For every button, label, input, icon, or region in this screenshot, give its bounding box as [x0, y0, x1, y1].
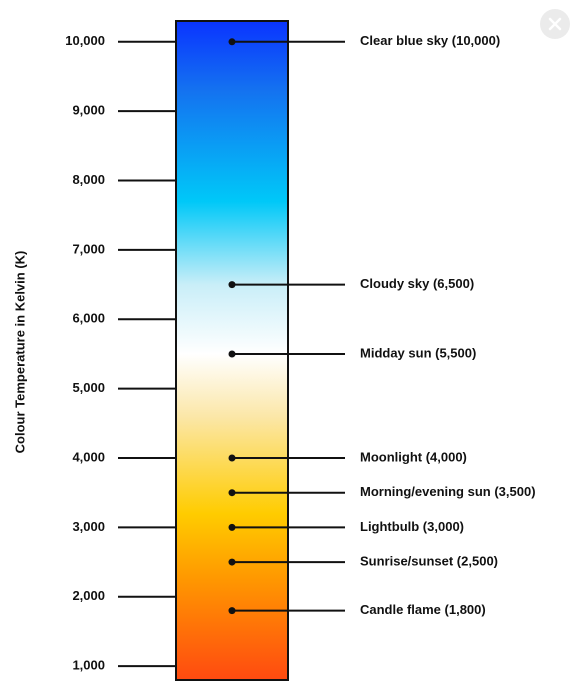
annotation-label: Morning/evening sun (3,500) — [360, 484, 536, 499]
close-button[interactable] — [540, 9, 570, 39]
annotation-label: Midday sun (5,500) — [360, 345, 476, 360]
y-axis-ticks: 1,000 2,000 3,000 4,000 5,000 6,000 7,000 8,000… — [65, 33, 176, 672]
annotation-label: Candle flame (1,800) — [360, 602, 486, 617]
tick-label: 4,000 — [72, 449, 105, 464]
tick-label: 5,000 — [72, 380, 105, 395]
annotation-label: Clear blue sky (10,000) — [360, 33, 500, 48]
tick-label: 2,000 — [72, 588, 105, 603]
y-axis-title: Colour Temperature in Kelvin (K) — [12, 251, 27, 454]
tick-label: 9,000 — [72, 103, 105, 118]
annotation-label: Sunrise/sunset (2,500) — [360, 554, 498, 569]
tick-label: 8,000 — [72, 172, 105, 187]
tick-label: 1,000 — [72, 658, 105, 673]
tick-label: 6,000 — [72, 311, 105, 326]
tick-label: 10,000 — [65, 33, 105, 48]
tick-label: 7,000 — [72, 241, 105, 256]
annotation-label: Lightbulb (3,000) — [360, 519, 464, 534]
close-icon — [540, 9, 570, 39]
annotation-label: Cloudy sky (6,500) — [360, 276, 474, 291]
tick-label: 3,000 — [72, 519, 105, 534]
annotation-label: Moonlight (4,000) — [360, 449, 467, 464]
